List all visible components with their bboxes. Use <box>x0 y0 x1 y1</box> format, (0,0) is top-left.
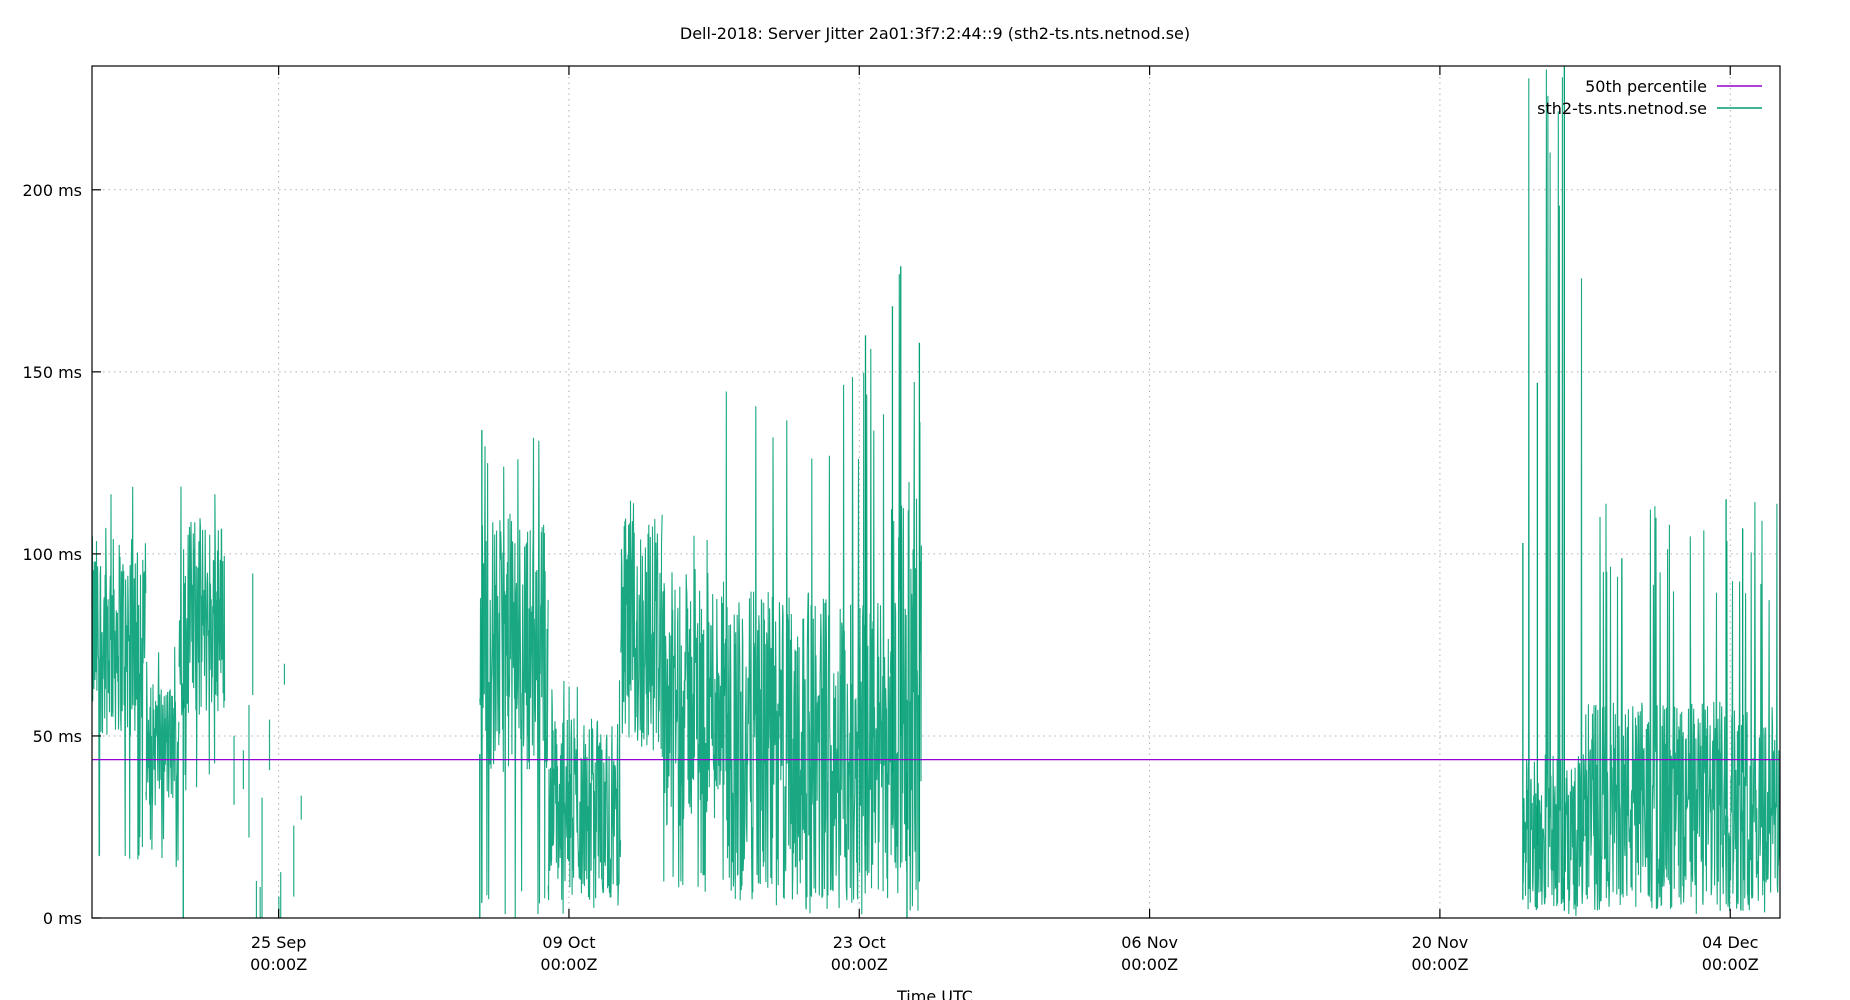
y-tick-label: 100 ms <box>22 545 82 564</box>
jitter-trace <box>889 274 922 911</box>
y-tick-label: 50 ms <box>33 727 82 746</box>
legend-label-sth2: sth2-ts.nts.netnod.se <box>1537 99 1707 118</box>
y-axis: 0 ms 50 ms 100 ms 150 ms 200 ms <box>22 181 101 928</box>
chart-title: Dell-2018: Server Jitter 2a01:3f7:2:44::… <box>680 24 1190 43</box>
x-tick-label-date: 04 Dec <box>1702 933 1758 952</box>
jitter-trace <box>479 437 549 918</box>
data-series-sth2 <box>91 66 1781 918</box>
jitter-trace <box>1584 502 1781 914</box>
x-tick-label-time: 00:00Z <box>831 955 888 974</box>
jitter-trace <box>547 680 622 914</box>
jitter-trace <box>723 348 891 915</box>
x-tick-label-time: 00:00Z <box>1121 955 1178 974</box>
jitter-trace <box>1522 69 1586 916</box>
jitter-trace <box>91 486 147 860</box>
x-tick-label-date: 06 Nov <box>1121 933 1178 952</box>
y-tick-label: 200 ms <box>22 181 82 200</box>
plot-frame <box>91 65 1781 919</box>
x-tick-label-time: 00:00Z <box>1702 955 1759 974</box>
x-tick-label-time: 00:00Z <box>1411 955 1468 974</box>
legend-label-median: 50th percentile <box>1585 77 1707 96</box>
y-tick-label: 0 ms <box>43 909 82 928</box>
jitter-trace <box>661 535 725 892</box>
x-axis: 25 Sep 00:00Z 09 Oct 00:00Z 23 Oct 00:00Z 06 N… <box>250 66 1759 974</box>
x-tick-label-date: 23 Oct <box>833 933 886 952</box>
jitter-trace <box>145 646 180 868</box>
jitter-trace <box>620 500 663 751</box>
legend: 50th percentile sth2-ts.nts.netnod.se <box>1537 77 1762 118</box>
jitter-trace <box>178 486 226 791</box>
x-tick-label-time: 00:00Z <box>540 955 597 974</box>
x-tick-label-date: 20 Nov <box>1412 933 1469 952</box>
x-tick-label-date: 09 Oct <box>542 933 595 952</box>
x-tick-label-time: 00:00Z <box>250 955 307 974</box>
y-tick-label: 150 ms <box>22 363 82 382</box>
x-axis-label: Time UTC <box>896 987 973 1000</box>
x-tick-label-date: 25 Sep <box>251 933 307 952</box>
